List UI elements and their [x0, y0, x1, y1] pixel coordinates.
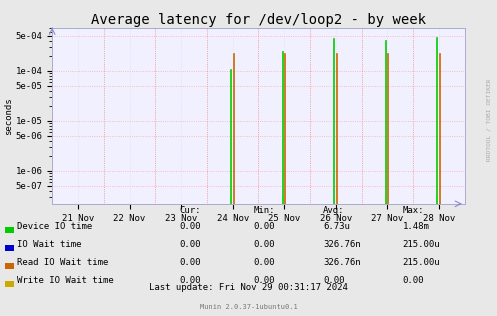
Title: Average latency for /dev/loop2 - by week: Average latency for /dev/loop2 - by week [91, 13, 426, 27]
Y-axis label: seconds: seconds [4, 97, 13, 135]
Text: IO Wait time: IO Wait time [17, 240, 82, 249]
Text: 326.76n: 326.76n [323, 258, 361, 267]
Text: 0.00: 0.00 [403, 276, 424, 285]
Text: Cur:: Cur: [179, 206, 200, 215]
Text: Max:: Max: [403, 206, 424, 215]
Text: 0.00: 0.00 [179, 222, 200, 231]
Text: 215.00u: 215.00u [403, 258, 440, 267]
Text: Device IO time: Device IO time [17, 222, 92, 231]
Text: 0.00: 0.00 [179, 276, 200, 285]
Text: 326.76n: 326.76n [323, 240, 361, 249]
Text: Min:: Min: [253, 206, 275, 215]
Text: Last update: Fri Nov 29 00:31:17 2024: Last update: Fri Nov 29 00:31:17 2024 [149, 283, 348, 292]
Text: 0.00: 0.00 [323, 276, 344, 285]
Text: 0.00: 0.00 [253, 258, 275, 267]
Text: 0.00: 0.00 [179, 258, 200, 267]
Text: Avg:: Avg: [323, 206, 344, 215]
Text: 0.00: 0.00 [253, 240, 275, 249]
Text: 0.00: 0.00 [253, 276, 275, 285]
Text: 215.00u: 215.00u [403, 240, 440, 249]
Text: 1.48m: 1.48m [403, 222, 429, 231]
Text: Read IO Wait time: Read IO Wait time [17, 258, 109, 267]
Text: Munin 2.0.37-1ubuntu0.1: Munin 2.0.37-1ubuntu0.1 [200, 304, 297, 310]
Text: 6.73u: 6.73u [323, 222, 350, 231]
Text: 0.00: 0.00 [253, 222, 275, 231]
Text: Write IO Wait time: Write IO Wait time [17, 276, 114, 285]
Text: RRDTOOL / TOBI OETIKER: RRDTOOL / TOBI OETIKER [486, 79, 491, 161]
Text: 0.00: 0.00 [179, 240, 200, 249]
